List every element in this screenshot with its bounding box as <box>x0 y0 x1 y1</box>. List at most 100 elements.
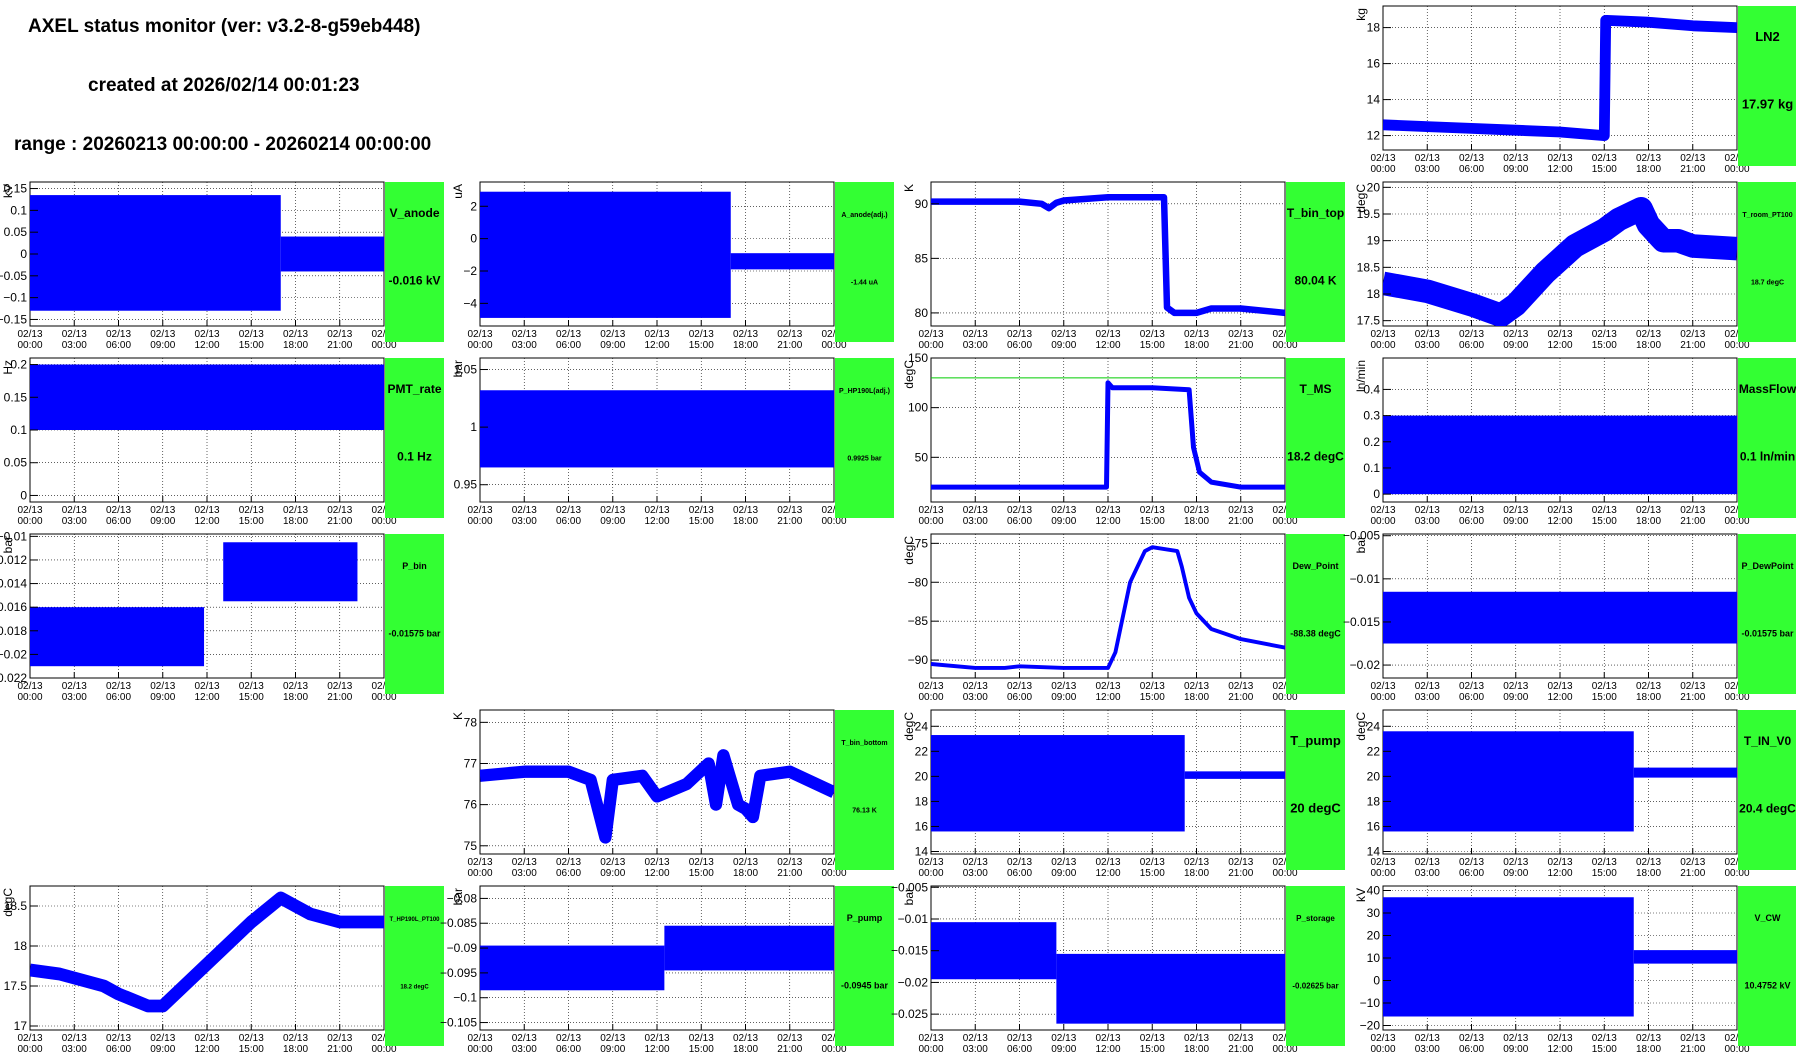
panel-label: V_CW <box>1754 913 1781 923</box>
x-tick-label-date: 02/13 <box>1184 1033 1209 1044</box>
x-tick-label-date: 02/13 <box>1592 329 1617 340</box>
x-tick-label-time: 12:00 <box>1095 868 1120 879</box>
x-tick-label-date: 02/13 <box>467 1033 492 1044</box>
x-tick-label-date: 02/13 <box>1459 505 1484 516</box>
x-tick-label-time: 00:00 <box>1724 164 1749 175</box>
series-line <box>480 749 834 844</box>
x-tick-label-time: 12:00 <box>644 516 669 527</box>
y-tick-label: 75 <box>464 839 478 853</box>
x-tick-label-date: 02/13 <box>512 857 537 868</box>
x-tick-label-time: 18:00 <box>283 340 308 351</box>
x-tick-label-time: 09:00 <box>1503 868 1528 879</box>
series-group <box>480 749 834 844</box>
x-tick-label-time: 09:00 <box>1051 516 1076 527</box>
x-tick-label-time: 00:00 <box>17 340 42 351</box>
x-tick-label-time: 21:00 <box>777 516 802 527</box>
x-tick-label-date: 02/13 <box>644 505 669 516</box>
x-tick-label-date: 02/13 <box>1007 857 1032 868</box>
panel-value: 10.4752 kV <box>1744 980 1790 990</box>
x-tick-label-time: 00:00 <box>821 868 846 879</box>
x-tick-label-time: 18:00 <box>733 1044 758 1052</box>
x-tick-label-date: 02/13 <box>1228 505 1253 516</box>
x-tick-label-time: 06:00 <box>556 340 581 351</box>
x-tick-label-date: 02/13 <box>1592 505 1617 516</box>
x-tick-label-date: 02/13 <box>1459 153 1484 164</box>
x-tick-label-date: 02/13 <box>1547 329 1572 340</box>
chart-A_anode: 02/1300:0002/1303:0002/1306:0002/1309:00… <box>451 181 894 351</box>
x-tick-label-date: 02/13 <box>689 857 714 868</box>
x-tick-label-date: 02/13 <box>644 857 669 868</box>
x-tick-label-time: 06:00 <box>1007 1044 1032 1052</box>
y-tick-label: 1.05 <box>454 363 478 377</box>
chart-P_pump: 02/1300:0002/1303:0002/1306:0002/1309:00… <box>440 885 894 1052</box>
y-tick-label: 16 <box>1367 819 1381 833</box>
panel-value: -0.016 kV <box>388 273 440 287</box>
x-tick-label-date: 02/13 <box>777 1033 802 1044</box>
status-panel <box>1286 358 1345 518</box>
x-tick-label-date: 02/13 <box>283 681 308 692</box>
x-tick-label-time: 00:00 <box>821 516 846 527</box>
x-tick-label-date: 02/13 <box>1680 857 1705 868</box>
x-tick-label-time: 21:00 <box>777 868 802 879</box>
x-tick-label-time: 18:00 <box>283 516 308 527</box>
y-tick-label: −0.005 <box>1343 529 1380 543</box>
series-line <box>30 891 384 1013</box>
x-tick-label-time: 12:00 <box>644 340 669 351</box>
panel-label: P_pump <box>847 913 883 923</box>
x-tick-label-date: 02/13 <box>512 1033 537 1044</box>
x-tick-label-time: 21:00 <box>1228 692 1253 703</box>
x-tick-label-time: 03:00 <box>512 1044 537 1052</box>
x-tick-label-date: 02/13 <box>1370 329 1395 340</box>
data-band <box>730 253 834 270</box>
x-tick-label-date: 02/13 <box>1592 153 1617 164</box>
x-tick-label-time: 21:00 <box>1680 1044 1705 1052</box>
x-tick-label-time: 06:00 <box>106 1044 131 1052</box>
x-tick-label-time: 00:00 <box>371 516 396 527</box>
x-tick-label-time: 12:00 <box>1547 164 1572 175</box>
y-tick-label: 20 <box>1367 929 1381 943</box>
panel-label: MassFlow <box>1739 382 1796 396</box>
y-tick-label: −0.014 <box>0 577 27 591</box>
x-tick-label-date: 02/13 <box>1680 153 1705 164</box>
x-tick-label-date: 02/13 <box>644 329 669 340</box>
y-tick-label: 24 <box>915 719 929 733</box>
panel-value: 18.7 degC <box>1751 279 1784 286</box>
y-tick-label: 0.1 <box>10 423 27 437</box>
x-tick-label-date: 02/13 <box>600 857 625 868</box>
y-tick-label: −75 <box>908 536 929 550</box>
x-tick-label-time: 18:00 <box>1184 692 1209 703</box>
series-group <box>1383 196 1737 326</box>
y-tick-label: 20 <box>1367 769 1381 783</box>
x-tick-label-date: 02/14 <box>821 857 846 868</box>
y-tick-label: −2 <box>463 264 477 278</box>
x-tick-label-time: 18:00 <box>1184 516 1209 527</box>
x-tick-label-date: 02/13 <box>733 857 758 868</box>
x-tick-label-time: 00:00 <box>1272 868 1297 879</box>
x-tick-label-time: 21:00 <box>1228 868 1253 879</box>
x-tick-label-date: 02/13 <box>62 329 87 340</box>
x-tick-label-time: 06:00 <box>1459 868 1484 879</box>
x-tick-label-date: 02/13 <box>1636 329 1661 340</box>
x-tick-label-time: 15:00 <box>239 340 264 351</box>
x-tick-label-date: 02/14 <box>821 329 846 340</box>
status-panel <box>1286 886 1345 1046</box>
x-tick-label-date: 02/14 <box>1272 857 1297 868</box>
x-tick-label-time: 00:00 <box>371 1044 396 1052</box>
series-group <box>30 891 384 1013</box>
series-line <box>931 380 1285 490</box>
x-tick-label-date: 02/13 <box>1415 153 1440 164</box>
panel-label: T_HP190L_PT100 <box>389 917 440 923</box>
x-tick-label-time: 21:00 <box>1680 692 1705 703</box>
x-tick-label-time: 06:00 <box>106 516 131 527</box>
panel-label: P_DewPoint <box>1741 561 1793 571</box>
y-tick-label: 10 <box>1367 951 1381 965</box>
y-tick-label: 17.5 <box>4 979 28 993</box>
x-tick-label-date: 02/13 <box>1370 681 1395 692</box>
x-tick-label-date: 02/13 <box>963 681 988 692</box>
x-tick-label-time: 03:00 <box>62 516 87 527</box>
x-tick-label-date: 02/13 <box>62 505 87 516</box>
x-tick-label-date: 02/14 <box>1724 153 1749 164</box>
x-tick-label-time: 06:00 <box>1459 516 1484 527</box>
x-tick-label-date: 02/13 <box>963 1033 988 1044</box>
